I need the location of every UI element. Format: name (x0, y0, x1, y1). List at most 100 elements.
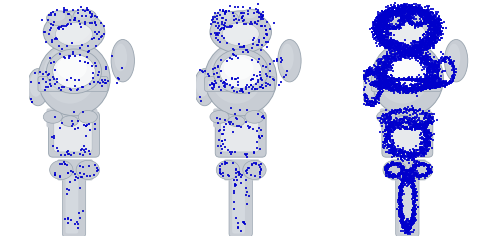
Point (88, 37, 96, 41)
Point (375, 20, 383, 24)
Point (408, 221, 416, 225)
Point (420, 57, 428, 61)
Point (400, 178, 407, 182)
Ellipse shape (224, 56, 254, 80)
Point (396, 41, 404, 45)
Point (422, 115, 430, 119)
Point (379, 81, 387, 84)
Point (388, 149, 396, 152)
Point (404, 173, 412, 177)
Point (214, 121, 222, 124)
Point (410, 120, 418, 124)
Point (403, 127, 411, 131)
Point (372, 80, 380, 84)
Point (409, 169, 417, 173)
Point (397, 204, 405, 208)
Point (386, 38, 394, 42)
Point (386, 135, 394, 139)
Point (382, 168, 390, 171)
Point (404, 17, 411, 21)
Point (409, 40, 417, 44)
Point (406, 226, 414, 230)
Point (410, 9, 418, 13)
Point (424, 75, 432, 79)
Point (216, 28, 224, 32)
Point (378, 30, 386, 34)
Point (389, 42, 397, 46)
Point (408, 127, 416, 131)
Point (410, 149, 418, 153)
Point (427, 36, 435, 40)
Point (389, 8, 397, 12)
Point (270, 21, 278, 25)
Point (386, 114, 394, 118)
Point (420, 112, 428, 116)
Point (422, 133, 430, 137)
Point (379, 74, 387, 78)
Point (216, 169, 224, 172)
Point (406, 87, 414, 90)
Point (425, 13, 433, 17)
Point (374, 65, 382, 69)
Point (435, 26, 443, 30)
Point (424, 13, 432, 17)
Point (428, 22, 436, 26)
Point (406, 5, 414, 9)
Point (414, 5, 422, 9)
Point (404, 87, 412, 91)
Point (381, 80, 389, 84)
Point (381, 72, 389, 75)
Point (422, 15, 430, 19)
Point (406, 18, 413, 22)
Point (430, 38, 438, 42)
Point (419, 79, 427, 82)
Point (400, 79, 408, 82)
Point (396, 201, 404, 205)
Point (422, 119, 430, 123)
Point (377, 80, 385, 84)
Point (256, 165, 264, 169)
Point (426, 114, 434, 118)
Point (428, 40, 436, 44)
Point (426, 80, 434, 84)
Point (394, 119, 402, 123)
Point (386, 41, 394, 45)
Point (380, 71, 388, 75)
Point (419, 10, 427, 14)
Point (372, 79, 380, 83)
Point (386, 51, 394, 55)
Point (390, 26, 398, 30)
Point (376, 37, 384, 41)
Point (424, 82, 432, 86)
Point (418, 56, 426, 60)
Point (425, 75, 433, 79)
Point (381, 12, 389, 16)
Point (391, 43, 399, 46)
Point (405, 119, 413, 122)
Point (408, 50, 416, 54)
Point (379, 66, 387, 70)
Point (82, 134, 90, 138)
Point (430, 20, 438, 23)
Point (250, 150, 258, 154)
Point (398, 18, 406, 22)
Point (413, 6, 421, 10)
Point (416, 148, 424, 151)
Point (423, 80, 431, 84)
Point (430, 23, 438, 27)
Point (380, 60, 388, 64)
Point (376, 78, 384, 82)
Point (416, 86, 424, 90)
Point (388, 121, 396, 125)
Point (423, 15, 431, 19)
Point (422, 162, 430, 166)
Point (410, 197, 418, 200)
Point (402, 51, 409, 55)
Point (70, 151, 78, 155)
Point (396, 44, 404, 48)
Point (423, 35, 431, 39)
Point (388, 122, 396, 126)
Point (431, 33, 439, 37)
Point (83, 123, 91, 127)
Point (422, 14, 430, 18)
